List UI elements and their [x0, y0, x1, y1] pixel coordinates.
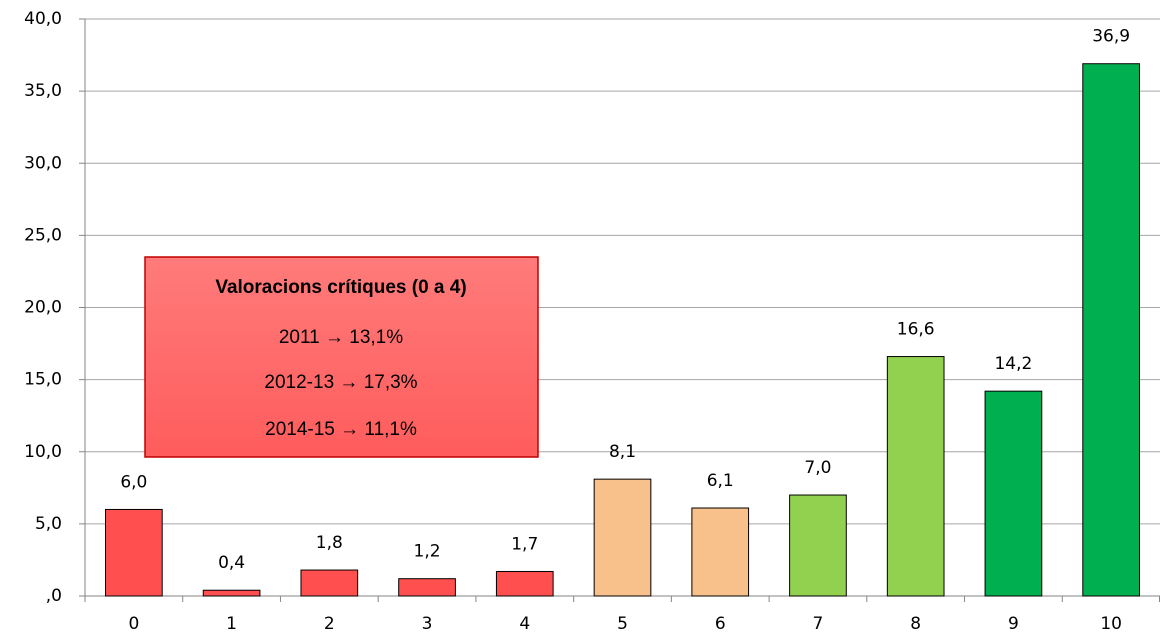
x-tick-label: 10 — [1100, 614, 1122, 634]
value-label: 6,1 — [707, 471, 734, 491]
x-tick-label: 8 — [910, 614, 921, 634]
bar — [789, 494, 847, 597]
x-tick-label: 6 — [715, 614, 726, 634]
bar — [984, 390, 1043, 597]
value-label: 6,0 — [120, 472, 147, 492]
bar — [495, 570, 554, 597]
x-tick-label: 7 — [813, 614, 824, 634]
x-tick-label: 3 — [422, 614, 433, 634]
y-tick-label: 30,0 — [24, 153, 62, 173]
x-tick-label: 5 — [617, 614, 628, 634]
value-label: 14,2 — [994, 354, 1032, 374]
bar — [691, 507, 750, 597]
value-label: 0,4 — [218, 553, 245, 573]
bar — [202, 589, 261, 597]
y-tick-label: 15,0 — [24, 370, 62, 390]
y-tick-label: 10,0 — [24, 442, 62, 462]
annotation: Valoracions crítiques (0 a 4) 2011 → 13,… — [144, 256, 539, 458]
x-tick-label: 9 — [1008, 614, 1019, 634]
value-label: 1,2 — [414, 542, 441, 562]
y-tick-label: 25,0 — [24, 225, 62, 245]
bar — [105, 508, 163, 597]
x-tick-label: 2 — [324, 614, 335, 634]
annotation-line: 2012-13 → 17,3% — [264, 372, 417, 393]
y-tick-label: 35,0 — [24, 81, 62, 101]
x-tick-label: 1 — [226, 614, 237, 634]
x-tick-label: 4 — [519, 614, 530, 634]
annotation-line: 2014-15 → 11,1% — [265, 419, 417, 440]
value-label: 1,8 — [316, 533, 343, 553]
value-label: 36,9 — [1092, 27, 1130, 47]
value-label: 16,6 — [897, 320, 935, 340]
annotation-box — [144, 256, 539, 458]
y-tick-label: 20,0 — [24, 298, 62, 318]
value-label: 1,7 — [511, 534, 538, 554]
bar — [1082, 63, 1140, 597]
annotation-title: Valoracions crítiques (0 a 4) — [215, 277, 466, 298]
y-tick-label: 5,0 — [35, 514, 62, 534]
value-label: 8,1 — [609, 442, 636, 462]
bar — [886, 356, 945, 597]
value-label: 7,0 — [804, 458, 831, 478]
y-tick-label: 40,0 — [24, 9, 62, 29]
bar — [398, 578, 456, 597]
y-tick-label: ,0 — [46, 586, 62, 606]
bar — [300, 569, 359, 597]
annotation-line: 2011 → 13,1% — [279, 327, 403, 348]
x-tick-label: 0 — [128, 614, 139, 634]
bar — [593, 478, 652, 597]
